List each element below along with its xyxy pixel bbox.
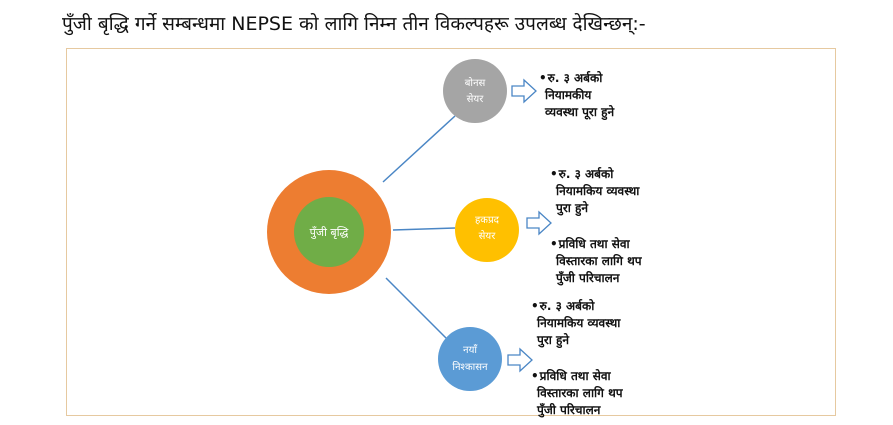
bonus-note-line: •रु. ३ अर्बको: [539, 71, 603, 85]
bonus-note-line: व्यवस्था पूरा हुने: [545, 105, 615, 119]
branch-bonus-label-2: सेयर: [467, 93, 485, 105]
center-inner-circle: [294, 197, 364, 267]
branch-new-circle: [438, 327, 502, 391]
new-note-line: पुँजी परिचालन: [537, 403, 601, 417]
rights-note-line: नियामकिय व्यवस्था: [556, 184, 640, 198]
rights-note-line: •रु. ३ अर्बको: [550, 167, 614, 181]
branch-rights-label-1: हकप्रद: [475, 215, 500, 226]
branch-bonus-circle: [443, 59, 507, 123]
new-note-line: विस्तारका लागि थप: [537, 386, 623, 400]
new-note-line: नियामकिय व्यवस्था: [537, 316, 621, 330]
branch-rights-label-2: सेयर: [479, 230, 497, 242]
arrow-new-icon: [507, 347, 533, 373]
new-note-line: •प्रविधि तथा सेवा: [531, 369, 611, 383]
new-note-1: •रु. ३ अर्बको नियामकिय व्यवस्था पुरा हुन…: [531, 298, 620, 349]
new-note-line: •रु. ३ अर्बको: [531, 299, 595, 313]
bonus-note-line: नियामकीय: [545, 88, 592, 102]
rights-note-line: पुरा हुने: [556, 201, 589, 215]
bonus-note: •रु. ३ अर्बको नियामकीय व्यवस्था पूरा हुन…: [539, 70, 614, 121]
page-heading: पुँजी बृद्धि गर्ने सम्बन्धमा NEPSE को ला…: [62, 13, 646, 35]
branch-bonus-label-1: बोनस: [465, 77, 486, 89]
new-note-2: •प्रविधि तथा सेवा विस्तारका लागि थप पुँज…: [531, 368, 623, 419]
branch-new-label-2: निश्कासन: [452, 361, 488, 373]
rights-note-2: •प्रविधि तथा सेवा विस्तारका लागि थप पुँज…: [550, 236, 642, 287]
rights-note-line: विस्तारका लागि थप: [556, 254, 642, 268]
branch-new-label-1: नयाँ: [463, 344, 478, 356]
diagram-frame: [66, 48, 836, 416]
connector-new: [385, 277, 447, 339]
connector-rights: [392, 227, 456, 231]
arrow-bonus-icon: [511, 78, 537, 104]
rights-note-line: पुँजी परिचालन: [556, 271, 620, 285]
new-note-line: पुरा हुने: [537, 333, 570, 347]
rights-note-line: •प्रविधि तथा सेवा: [550, 237, 630, 251]
arrow-rights-icon: [526, 210, 552, 236]
rights-note-1: •रु. ३ अर्बको नियामकिय व्यवस्था पुरा हुन…: [550, 166, 639, 217]
center-label: पुँजी बृद्धि: [310, 226, 349, 239]
connector-bonus: [382, 115, 456, 183]
branch-rights-circle: [455, 198, 519, 262]
